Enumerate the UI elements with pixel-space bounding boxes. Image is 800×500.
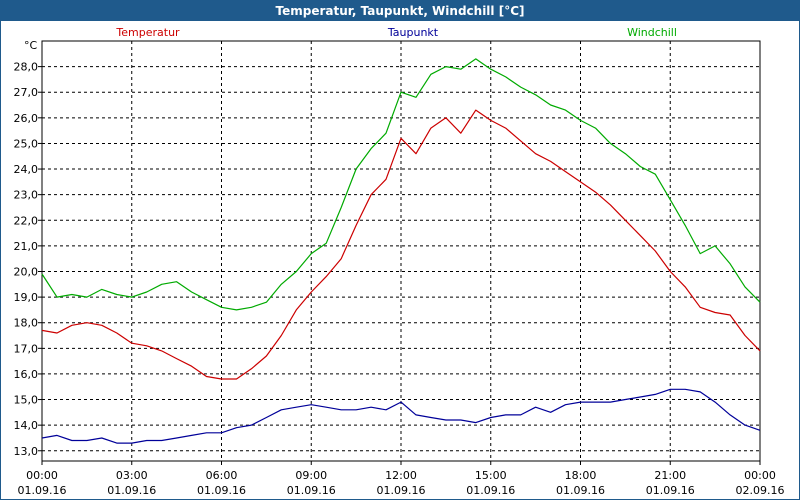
y-tick-label: 17,0 <box>14 342 39 355</box>
legend: Temperatur Taupunkt Windchill <box>115 26 677 39</box>
legend-entry-temperatur: Temperatur <box>115 26 180 39</box>
x-tick-date-label: 01.09.16 <box>18 484 67 497</box>
series-line-temperatur <box>41 109 761 380</box>
y-tick-label: 22,0 <box>14 214 39 227</box>
y-tick-label: 23,0 <box>14 189 39 202</box>
x-axis: 00:00 01.09.16 03:00 01.09.16 06:00 01.09.16 0… <box>18 461 785 497</box>
y-tick-label: 14,0 <box>14 419 39 432</box>
x-tick-time-label: 15:00 <box>475 469 507 482</box>
y-tick-label: 28,0 <box>14 61 39 74</box>
x-tick-date-label: 01.09.16 <box>556 484 605 497</box>
y-tick-label: 16,0 <box>14 368 39 381</box>
legend-entry-taupunkt: Taupunkt <box>387 26 439 39</box>
x-tick-time-label: 18:00 <box>565 469 597 482</box>
y-tick-label: 21,0 <box>14 240 39 253</box>
legend-entry-windchill: Windchill <box>627 26 677 39</box>
y-axis-unit: °C <box>24 39 38 52</box>
y-tick-label: 13,0 <box>14 445 39 458</box>
y-tick-label: 19,0 <box>14 291 39 304</box>
chart-grid <box>42 41 760 461</box>
x-tick-date-label: 01.09.16 <box>646 484 695 497</box>
x-tick-date-label: 01.09.16 <box>197 484 246 497</box>
x-tick-date-label: 01.09.16 <box>107 484 156 497</box>
y-axis: 13,0 14,0 15,0 16,0 17,0 18,0 19,0 20,0 21,0 22,0… <box>14 61 42 458</box>
x-tick-time-label: 03:00 <box>116 469 148 482</box>
series-line-taupunkt <box>41 388 761 444</box>
x-tick-time-label: 21:00 <box>654 469 686 482</box>
y-tick-label: 20,0 <box>14 265 39 278</box>
y-tick-label: 18,0 <box>14 317 39 330</box>
chart-title: Temperatur, Taupunkt, Windchill [°C] <box>1 1 799 21</box>
x-tick-time-label: 09:00 <box>295 469 327 482</box>
x-tick-time-label: 00:00 <box>26 469 58 482</box>
series-lines <box>41 58 761 444</box>
x-tick-date-label: 02.09.16 <box>736 484 785 497</box>
x-tick-date-label: 01.09.16 <box>287 484 336 497</box>
y-tick-label: 25,0 <box>14 137 39 150</box>
x-tick-time-label: 06:00 <box>206 469 238 482</box>
x-tick-date-label: 01.09.16 <box>377 484 426 497</box>
y-tick-label: 26,0 <box>14 112 39 125</box>
series-line-windchill <box>41 58 761 311</box>
x-tick-date-label: 01.09.16 <box>466 484 515 497</box>
x-tick-time-label: 12:00 <box>385 469 417 482</box>
x-tick-time-label: 00:00 <box>744 469 776 482</box>
y-tick-label: 27,0 <box>14 86 39 99</box>
y-tick-label: 24,0 <box>14 163 39 176</box>
y-tick-label: 15,0 <box>14 394 39 407</box>
